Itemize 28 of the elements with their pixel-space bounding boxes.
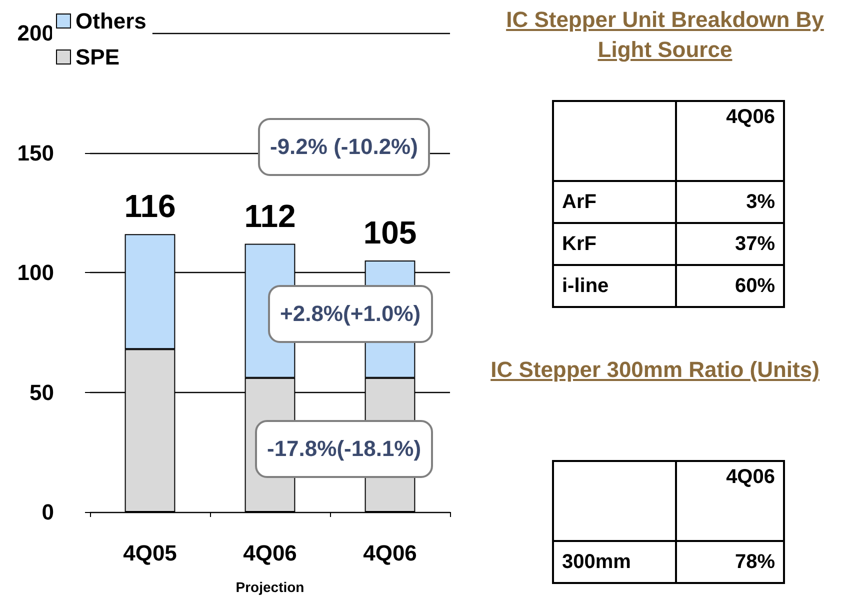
data-label: 37% bbox=[676, 223, 784, 265]
total-label: 112 bbox=[244, 198, 296, 234]
total-label: 116 bbox=[124, 188, 176, 224]
category-label: i-line bbox=[553, 265, 676, 307]
annotation: -17.8%(-18.1%) bbox=[255, 420, 434, 478]
data-label: 3% bbox=[676, 181, 784, 223]
text: 4Q06 bbox=[676, 101, 784, 181]
y-tick-label: 150 bbox=[17, 140, 54, 166]
category-label: ArF bbox=[553, 181, 676, 223]
x-tick-label: 4Q05 bbox=[123, 540, 177, 566]
y-tick-label: 200 bbox=[17, 20, 54, 46]
x-tick-label: 4Q06 bbox=[243, 540, 297, 566]
total-label: 105 bbox=[363, 214, 417, 251]
category-label: 300mm bbox=[553, 541, 676, 583]
annotation: -9.2% (-10.2%) bbox=[258, 118, 430, 176]
annotation: +2.8%(+1.0%) bbox=[268, 285, 433, 343]
x-axis-title: Projection bbox=[236, 579, 304, 595]
data-label: 60% bbox=[676, 265, 784, 307]
text: IC Stepper 300mm Ratio (Units) bbox=[490, 356, 820, 384]
y-tick-label: 0 bbox=[42, 500, 54, 524]
y-tick-label: 100 bbox=[17, 260, 54, 285]
text: IC Stepper Unit Breakdown By Light Source bbox=[505, 6, 825, 64]
legend-label: SPE bbox=[76, 44, 120, 70]
legend-label: Others bbox=[76, 8, 146, 34]
y-tick-label: 50 bbox=[30, 380, 54, 405]
x-tick-label: 4Q06 bbox=[363, 540, 417, 566]
category-label: KrF bbox=[553, 223, 676, 265]
data-label: 78% bbox=[676, 541, 784, 583]
